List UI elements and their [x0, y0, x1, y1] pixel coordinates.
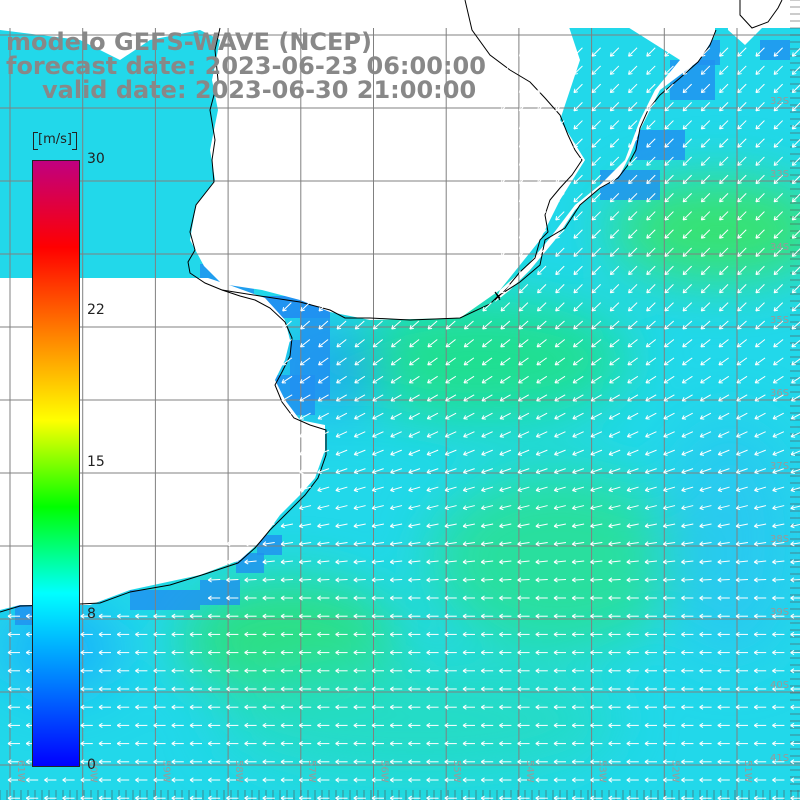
- lon-label: 52W: [669, 760, 680, 783]
- lat-label: 39S: [770, 607, 789, 618]
- colorbar-tick-30: 30: [87, 151, 105, 167]
- colorbar-unit: [m/s]: [30, 130, 80, 152]
- lon-label: 59W: [160, 760, 171, 783]
- colorbar-tick-15: 15: [87, 454, 105, 470]
- lat-label: 41S: [770, 753, 789, 764]
- lon-label: 53W: [597, 760, 608, 783]
- colorbar-tick-8: 8: [87, 606, 96, 622]
- coastline: [0, 0, 783, 613]
- lat-label: 32S: [770, 96, 789, 107]
- coordinate-labels: 61W60W59W58W57W56W55W54W53W52W51W50W49W3…: [15, 96, 789, 783]
- lat-label: 33S: [770, 169, 789, 180]
- lon-label: 51W: [742, 760, 753, 783]
- lon-label: 60W: [88, 760, 99, 783]
- lat-label: 38S: [770, 534, 789, 545]
- lon-label: 55W: [451, 760, 462, 783]
- colorbar: [32, 160, 80, 767]
- lon-label: 61W: [15, 760, 26, 783]
- lon-label: 57W: [306, 760, 317, 783]
- lat-label: 34S: [770, 242, 789, 253]
- lon-label: 56W: [379, 760, 390, 783]
- lon-label: 58W: [233, 760, 244, 783]
- lat-label: 36S: [770, 388, 789, 399]
- lat-label: 40S: [770, 680, 789, 691]
- lat-label: 35S: [770, 315, 789, 326]
- colorbar-tick-0: 0: [87, 757, 96, 773]
- lat-label: 37S: [770, 461, 789, 472]
- land-area: [0, 0, 800, 610]
- colorbar-tick-22: 22: [87, 302, 105, 318]
- lon-label: 54W: [524, 760, 535, 783]
